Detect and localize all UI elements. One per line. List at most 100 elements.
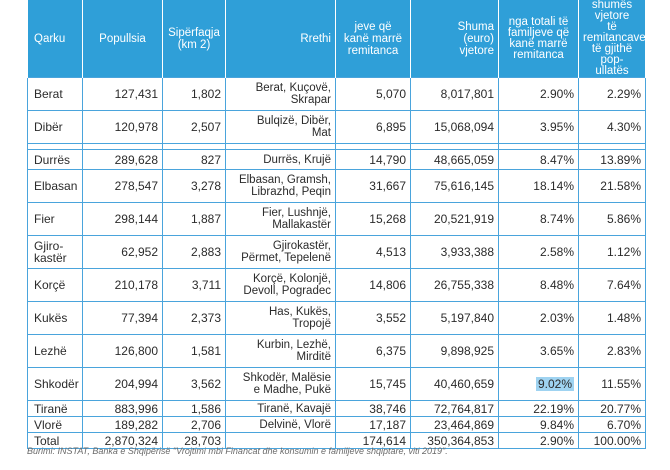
cell-rrethi-text: Përmet, Tepelenë — [241, 252, 331, 264]
cell-popullsia: 62,952 — [82, 235, 163, 269]
header-line: kanë marrë — [509, 37, 568, 50]
table-row: Gjiro-kastër 62,952 2,883 Gjirokastër, Përme… — [27, 235, 646, 269]
cell-shuma: 20,521,919 — [410, 202, 499, 236]
cell-popullsia: 126,800 — [82, 334, 163, 368]
cell-siperfaqja: 28,703 — [162, 432, 226, 449]
table-row: Durrës 289,628 827 Durrës, Krujë 14,790 48,66… — [27, 149, 646, 170]
cell-remitanca: 14,790 — [335, 149, 411, 170]
cell-rrethi-text: Fier, Lushnjë, — [261, 207, 331, 219]
table-row: Dibër 120,978 2,507 Bulqizë, Dibër, Mat 6,895… — [27, 110, 646, 144]
cell-shuma: 23,464,869 — [410, 416, 499, 433]
cell-shuma: 48,665,059 — [410, 149, 499, 170]
cell-remitanca: 6,895 — [335, 110, 411, 144]
cell-qarku: Gjiro-kastër — [27, 235, 83, 269]
cell-perqindja: 6.70% — [578, 416, 646, 433]
cell-qarku-text: kastër — [34, 251, 67, 265]
header-line: vjetore — [459, 44, 494, 57]
cell-remitanca: 38,746 — [335, 400, 411, 417]
cell-shuma: 40,460,659 — [410, 367, 499, 401]
cell-rrethi-text: Librazhd, Peqin — [251, 186, 331, 198]
cell-qarku: Tiranë — [27, 400, 83, 417]
cell-shuma: 72,764,817 — [410, 400, 499, 417]
cell-rrethi-text: Devoll, Pogradec — [243, 285, 331, 297]
cell-rrethi-text: Korçë, Kolonjë, — [253, 273, 331, 285]
table-row: Shkodër 204,994 3,562 Shkodër, Malësie e Mad… — [27, 367, 646, 401]
cell-shuma: 3,933,388 — [410, 235, 499, 269]
cell-shuma: 15,068,094 — [410, 110, 499, 144]
header-shuma: Shuma (euro) vjetore — [410, 0, 499, 78]
cell-remitanca: 15,268 — [335, 202, 411, 236]
cell-rrethi-text: Delvinë, Vlorë — [259, 418, 331, 431]
header-line: shumës vjetore — [591, 0, 633, 22]
cell-rrethi-text: Berat, Kuçovë, — [255, 82, 331, 94]
cell-popullsia: 298,144 — [82, 202, 163, 236]
cell-totali: 8.48% — [498, 268, 579, 302]
cell-perqindja: 2.29% — [578, 77, 646, 111]
header-line: kanë marrë — [343, 32, 403, 45]
cell-totali: 3.95% — [498, 110, 579, 144]
header-line: remitanca — [347, 44, 399, 57]
header-siperfaqja: Sipërfaqja (km 2) — [162, 0, 226, 78]
cell-qarku-text: Dibër — [34, 120, 63, 134]
header-line: remitanca — [513, 48, 564, 61]
cell-siperfaqja: 1,581 — [162, 334, 226, 368]
cell-rrethi-text: Has, Kukës, — [269, 306, 331, 318]
cell-qarku: Lezhë — [27, 334, 83, 368]
cell-perqindja: 1.12% — [578, 235, 646, 269]
header-popullsia: Popullsia — [82, 0, 163, 78]
cell-totali: 9.02% — [498, 367, 579, 401]
cell-totali: 2.03% — [498, 301, 579, 335]
cell-siperfaqja: 2,373 — [162, 301, 226, 335]
header-line: familjeve që — [507, 26, 570, 39]
remittance-table: Qarku Popullsia Sipërfaqja (km 2) Rrethi… — [27, 0, 646, 449]
cell-perqindja: 20.77% — [578, 400, 646, 417]
cell-siperfaqja: 3,711 — [162, 268, 226, 302]
cell-qarku-text: Durrës — [34, 152, 71, 167]
cell-remitanca: 3,552 — [335, 301, 411, 335]
cell-qarku: Dibër — [27, 110, 83, 144]
cell-remitanca: 4,513 — [335, 235, 411, 269]
cell-rrethi: Korçë, Kolonjë, Devoll, Pogradec — [225, 268, 336, 302]
cell-totali: 3.65% — [498, 334, 579, 368]
cell-perqindja: 11.55% — [578, 367, 646, 401]
cell-totali: 2.90% — [498, 432, 579, 449]
cell-qarku-text: Shkodër — [34, 377, 79, 391]
cell-perqindja: 100.00% — [578, 432, 646, 449]
cell-perqindja: 2.83% — [578, 334, 646, 368]
table-row: Korçë 210,178 3,711 Korçë, Kolonjë, Devoll, … — [27, 268, 646, 302]
cell-qarku-text: Kukës — [34, 311, 68, 325]
cell-siperfaqja: 1,887 — [162, 202, 226, 236]
cell-rrethi-text: Tiranë, Kavajë — [257, 402, 331, 415]
table-row: Elbasan 278,547 3,278 Elbasan, Gramsh, Libra… — [27, 169, 646, 203]
cell-rrethi-text: Mallakastër — [272, 219, 331, 231]
table-header-row: Qarku Popullsia Sipërfaqja (km 2) Rrethi… — [27, 0, 646, 78]
cell-popullsia: 278,547 — [82, 169, 163, 203]
cell-popullsia: 127,431 — [82, 77, 163, 111]
cell-remitanca: 174,614 — [335, 432, 411, 449]
cell-totali: 8.47% — [498, 149, 579, 170]
cell-rrethi — [225, 432, 336, 449]
cell-qarku: Total — [27, 432, 83, 449]
cell-rrethi: Shkodër, Malësie e Madhe, Pukë — [225, 367, 336, 401]
cell-perqindja: 7.64% — [578, 268, 646, 302]
cell-shuma: 75,616,145 — [410, 169, 499, 203]
header-remitanca: jeve që kanë marrë remitanca — [335, 0, 411, 78]
cell-qarku-text: Total — [34, 433, 60, 448]
header-line: (km 2) — [177, 38, 211, 51]
cell-rrethi: Elbasan, Gramsh, Librazhd, Peqin — [225, 169, 336, 203]
cell-popullsia: 210,178 — [82, 268, 163, 302]
cell-perqindja: 21.58% — [578, 169, 646, 203]
cell-qarku: Fier — [27, 202, 83, 236]
cell-totali: 8.74% — [498, 202, 579, 236]
header-line: të remitancave — [583, 21, 646, 44]
cell-totali: 2.58% — [498, 235, 579, 269]
table-row: Total 2,870,324 28,703 174,614 350,364,853 2.… — [27, 432, 646, 449]
cell-rrethi: Has, Kukës, Tropojë — [225, 301, 336, 335]
cell-remitanca: 31,667 — [335, 169, 411, 203]
cell-qarku: Shkodër — [27, 367, 83, 401]
cell-qarku: Vlorë — [27, 416, 83, 433]
cell-shuma: 26,755,338 — [410, 268, 499, 302]
cell-totali: 9.84% — [498, 416, 579, 433]
cell-perqindja: 4.30% — [578, 110, 646, 144]
header-line: të gjithë pop- — [591, 43, 633, 66]
